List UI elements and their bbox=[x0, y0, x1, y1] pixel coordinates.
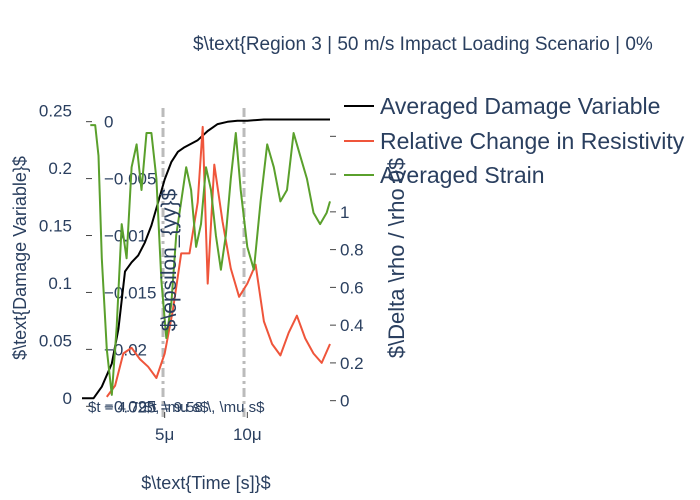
y2-tick-label: 0.4 bbox=[340, 316, 364, 335]
y1-axis-title: $\text{Damage Variable}$ bbox=[10, 156, 30, 360]
x-axis-title: $\text{Time [s]}$ bbox=[141, 473, 270, 493]
y1-tick-label: 0.25 bbox=[39, 101, 72, 120]
y2-tick-label: 0.8 bbox=[340, 241, 364, 260]
y2-axis-title: $\Delta \rho / \rho 0$ bbox=[384, 158, 409, 359]
y3-tick-label: −0.025 bbox=[104, 397, 156, 416]
y2-tick-label: 0 bbox=[340, 392, 349, 411]
series-line-relative-change-in-resistivity bbox=[105, 125, 331, 398]
y1-tick-label: 0.2 bbox=[48, 159, 72, 178]
y1-tick-label: 0.05 bbox=[39, 332, 72, 351]
strain-axis-ticks: 0−0.005−0.01−0.015−0.02−0.025 bbox=[86, 113, 156, 416]
chart-title: $\text{Region 3 | 50 m/s Impact Loading … bbox=[193, 34, 653, 55]
plot-area bbox=[82, 118, 331, 400]
y3-tick-label: −0.02 bbox=[104, 340, 147, 359]
y3-tick-label: −0.01 bbox=[104, 227, 147, 246]
time-marker-annotation: $t = 9.58 \, \mu s$ bbox=[144, 399, 265, 416]
x-tick-label: 10μ bbox=[233, 425, 262, 444]
y1-tick-label: 0.1 bbox=[48, 274, 72, 293]
series-line-averaged-damage-variable bbox=[82, 118, 330, 400]
y3-axis-title: $\epsilon_{yy}$ bbox=[158, 188, 181, 331]
y3-tick-label: −0.015 bbox=[104, 283, 156, 302]
legend-label: Averaged Damage Variable bbox=[380, 93, 660, 119]
legend-label: Averaged Strain bbox=[380, 162, 545, 188]
y1-tick-label: 0 bbox=[63, 389, 72, 408]
x-tick-label: 5μ bbox=[155, 425, 174, 444]
time-marker-annotation: $t = 4.79 \, \mu s$ bbox=[88, 399, 209, 416]
y2-tick-label: 1 bbox=[340, 203, 349, 222]
y2-tick-label: 0.2 bbox=[340, 354, 364, 373]
series-line-averaged-strain bbox=[90, 124, 331, 396]
legend-label: Relative Change in Resistivity bbox=[380, 128, 685, 154]
y2-tick-label: 0.6 bbox=[340, 278, 364, 297]
y3-tick-label: 0 bbox=[104, 113, 113, 132]
y1-tick-label: 0.15 bbox=[39, 216, 72, 235]
legend: Averaged Damage Variable Relative Change … bbox=[344, 93, 685, 188]
